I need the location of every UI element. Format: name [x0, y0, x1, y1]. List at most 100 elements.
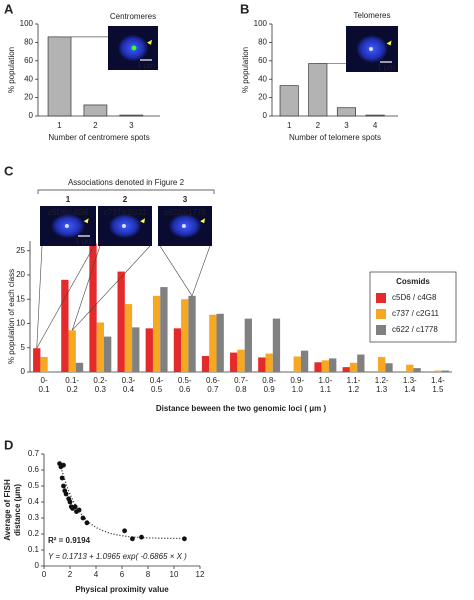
bar: [378, 356, 386, 372]
x-tick-line: 0.2: [67, 385, 79, 394]
bar: [336, 107, 356, 117]
panel-letter: D: [4, 437, 13, 452]
bar: [349, 362, 358, 372]
x-tick-line: 0.9: [264, 385, 276, 394]
x-axis-label: Distance beween the two genomic loci ( μ…: [156, 404, 327, 413]
panel-letter: A: [4, 1, 14, 16]
y-tick-label: 15: [16, 294, 25, 303]
x-tick-line: 1.1: [320, 385, 332, 394]
arrowhead: [140, 218, 146, 224]
y-tick-label: 100: [20, 19, 34, 28]
annotation: Y = 0.1713 + 1.0965 exp( -0.6865 × X ): [48, 552, 187, 561]
x-axis-label: Physical proximity value: [75, 585, 169, 594]
scale-bar-label: 1 μm: [75, 237, 93, 246]
bar: [293, 356, 301, 372]
arrowhead: [386, 40, 392, 46]
x-tick-line: 1.4: [404, 385, 416, 394]
bar: [357, 354, 365, 372]
x-tick-label: 0.4-0.5: [150, 376, 164, 394]
connector: [36, 245, 43, 349]
bar: [160, 287, 168, 372]
x-tick-label: 0.3-0.4: [122, 376, 136, 394]
x-tick-label: 3: [344, 121, 349, 130]
x-tick-line: 0.1-: [65, 376, 79, 385]
legend-label: c5D6 / c4G8: [392, 293, 437, 302]
x-tick-label: 1.3-1.4: [403, 376, 417, 394]
point: [130, 536, 135, 542]
bar: [117, 271, 125, 372]
y-label-line: distance (μm): [13, 484, 22, 536]
x-tick-line: 0-: [41, 376, 48, 385]
y-tick-label: 5: [21, 343, 26, 352]
x-tick-label: 8: [146, 570, 151, 579]
x-tick-line: 0.5: [151, 385, 163, 394]
x-tick-label: 4: [94, 570, 99, 579]
point: [76, 507, 82, 513]
bar: [321, 360, 330, 372]
legend-swatch: [376, 309, 386, 319]
bar: [152, 295, 161, 372]
y-tick-label: 0.1: [28, 545, 40, 554]
x-tick-label: 1.1-1.2: [347, 376, 361, 394]
point: [61, 483, 66, 489]
bar: [75, 362, 84, 372]
x-tick-line: 1.5: [432, 385, 444, 394]
bar: [314, 362, 322, 372]
x-tick-line: 0.7: [207, 385, 219, 394]
bar: [385, 363, 393, 372]
bar: [61, 279, 69, 372]
x-tick-label: 0.2-0.3: [93, 376, 107, 394]
x-tick-line: 0.7-: [234, 376, 248, 385]
legend-title: Cosmids: [396, 277, 430, 286]
x-tick-line: 1.4-: [431, 376, 445, 385]
arrowhead: [147, 39, 152, 45]
y-tick-label: 0.6: [28, 465, 40, 474]
x-tick-label: 0: [42, 570, 47, 579]
x-tick-line: 0.3: [95, 385, 107, 394]
y-tick-label: 100: [254, 19, 268, 28]
bar: [230, 352, 238, 372]
x-tick-label: 1: [57, 121, 62, 130]
bar: [216, 313, 224, 372]
spot: [64, 224, 69, 228]
bar: [103, 336, 112, 372]
x-tick-line: 1.3: [376, 385, 388, 394]
bar: [308, 63, 328, 117]
legend-label: c737 / c2G11: [392, 309, 440, 318]
bar: [173, 328, 182, 372]
x-tick-label: 1.2-1.3: [375, 376, 389, 394]
y-axis-label: % population of each class: [7, 269, 16, 364]
bar: [40, 356, 48, 372]
bar: [300, 350, 309, 372]
x-tick-line: 1.0-: [319, 376, 333, 385]
bar: [83, 104, 108, 117]
x-tick-line: 0.4-: [150, 376, 164, 385]
inset-number: 2: [123, 195, 128, 204]
legend-swatch: [376, 325, 386, 335]
x-tick-label: 0-0.1: [39, 376, 51, 394]
x-tick-label: 0.5-0.6: [178, 376, 192, 394]
connector: [71, 245, 151, 331]
x-tick-line: 1.0: [292, 385, 304, 394]
x-tick-label: 10: [170, 570, 179, 579]
x-tick-label: 12: [196, 570, 205, 579]
y-tick-label: 60: [258, 56, 267, 65]
x-tick-line: 1.2-: [375, 376, 389, 385]
bar: [258, 357, 266, 372]
bar: [272, 318, 281, 372]
x-tick-line: 1.2: [348, 385, 360, 394]
x-tick-line: 0.9-: [290, 376, 304, 385]
point: [61, 462, 66, 468]
connector: [36, 245, 95, 349]
spot: [131, 45, 137, 51]
y-tick-label: 20: [258, 93, 267, 102]
y-tick-label: 80: [24, 38, 33, 47]
x-tick-label: 4: [373, 121, 378, 130]
panel-letter: C: [4, 163, 14, 178]
bar: [209, 314, 217, 372]
arrowhead: [83, 218, 89, 224]
bar: [413, 368, 421, 372]
y-tick-label: 0.7: [28, 449, 40, 458]
point: [80, 515, 86, 521]
